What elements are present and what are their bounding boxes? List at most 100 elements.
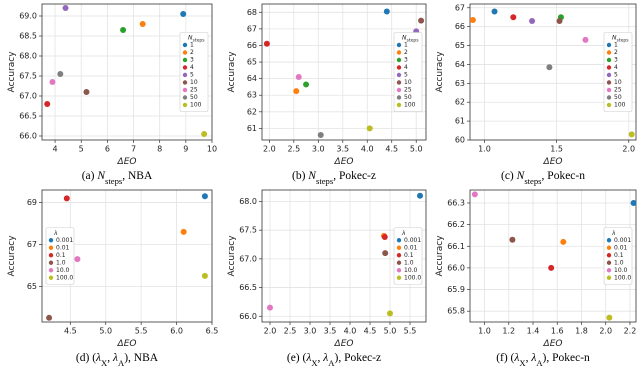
x-tick-label: 2.0 (264, 327, 277, 336)
y-tick-label: 65 (247, 58, 257, 67)
legend-label: 0.001 (614, 237, 631, 244)
legend-marker (48, 245, 54, 250)
point (418, 17, 425, 24)
x-tick-label: 7 (131, 145, 136, 154)
y-tick-label: 60 (455, 136, 465, 145)
point (630, 199, 637, 206)
legend-marker (182, 50, 188, 55)
legend-label: 0.1 (56, 252, 66, 259)
subplot: 66.066.567.067.568.068.569.04 5 6 7 8 9 10ΔEOA… (7, 3, 217, 167)
x-tick-label: 1.8 (575, 327, 588, 336)
y-tick-label: 67.5 (239, 226, 257, 235)
point (382, 250, 389, 257)
point (63, 195, 70, 202)
legend-title: Nsteps (612, 34, 629, 44)
plot-frame (41, 3, 213, 141)
legend-marker (396, 95, 402, 100)
subscript: A (328, 358, 335, 368)
point (628, 131, 635, 138)
plot-frame (261, 3, 427, 141)
point (387, 310, 393, 317)
y-tick-label: 66.1 (447, 242, 465, 251)
x-axis-label: ΔEO (543, 157, 563, 167)
y-tick-label: 68.0 (19, 52, 37, 61)
legend-label: 0.1 (614, 252, 624, 259)
legend-label: 0.01 (404, 244, 418, 251)
x-tick-label: 6 (105, 145, 110, 154)
y-tick-label: 67.5 (19, 72, 37, 81)
x-tick-label: 2.2 (624, 327, 637, 336)
point (120, 27, 127, 33)
legend-marker (48, 275, 54, 280)
point (62, 5, 69, 11)
point (180, 11, 187, 17)
y-tick-label: 66 (247, 41, 257, 50)
text-segment: ), Pokec-z (335, 352, 382, 364)
legend-marker (606, 245, 612, 250)
legend-label: 1.0 (614, 259, 624, 266)
text-segment: , Pokec-n (542, 170, 586, 182)
point (44, 101, 51, 107)
legend-marker (396, 275, 402, 280)
legend-marker (48, 268, 54, 273)
point (546, 64, 553, 71)
legend-label: 2 (614, 49, 618, 56)
subscript: X (311, 358, 318, 368)
y-tick-label: 64 (247, 74, 257, 83)
point (49, 79, 56, 85)
legend-title: λ (401, 229, 406, 236)
x-axis-label: ΔEO (117, 339, 137, 349)
legend-label: 0.01 (614, 244, 628, 251)
x-tick-label: 4 (53, 145, 58, 154)
legend-label: 10.0 (56, 267, 70, 274)
x-tick-label: 1.0 (478, 327, 491, 336)
point (267, 304, 273, 311)
legend-marker (48, 253, 54, 258)
legend-title: λ (611, 229, 616, 236)
legend-marker (606, 260, 612, 265)
legend-label: 2 (190, 49, 194, 56)
y-tick-label: 68 (247, 8, 257, 17)
x-tick-label: 4.0 (344, 327, 357, 336)
x-axis-label: ΔEO (117, 157, 137, 167)
x-tick-label: 5.0 (410, 145, 423, 154)
plot-frame (469, 189, 637, 323)
x-tick-label: 5.0 (99, 327, 112, 336)
subscript: X (101, 358, 108, 368)
legend-title: Nsteps (188, 34, 205, 44)
point (417, 192, 423, 199)
text-segment: λ (401, 229, 406, 236)
subscript: steps (617, 38, 630, 44)
legend-label: 1 (190, 42, 194, 49)
caption: (d) (λX, λA), NBA (76, 352, 159, 368)
point (509, 236, 516, 243)
x-tick-label: 4.5 (364, 327, 377, 336)
y-tick-label: 63 (247, 91, 257, 100)
y-tick-label: 67 (455, 3, 465, 12)
y-tick-label: 66 (455, 22, 465, 31)
legend-label: 100 (404, 102, 416, 109)
legend-label: 4 (404, 64, 408, 71)
legend-marker (396, 268, 402, 273)
subscript: X (519, 358, 526, 368)
y-axis-label: Accuracy (7, 51, 17, 93)
y-tick-label: 69 (27, 198, 37, 207)
y-tick-label: 65.9 (447, 285, 465, 294)
plot-frame (41, 189, 213, 323)
legend-marker (606, 57, 612, 63)
legend-marker (606, 238, 612, 243)
legend-label: 1.0 (404, 259, 414, 266)
point (74, 256, 81, 263)
point (201, 272, 208, 279)
legend-marker (182, 95, 188, 100)
y-tick-label: 65.8 (447, 307, 465, 316)
legend-label: 50 (190, 94, 198, 101)
y-tick-label: 66.0 (239, 312, 257, 321)
point (180, 228, 187, 235)
point (139, 21, 146, 27)
legend-marker (182, 87, 188, 93)
